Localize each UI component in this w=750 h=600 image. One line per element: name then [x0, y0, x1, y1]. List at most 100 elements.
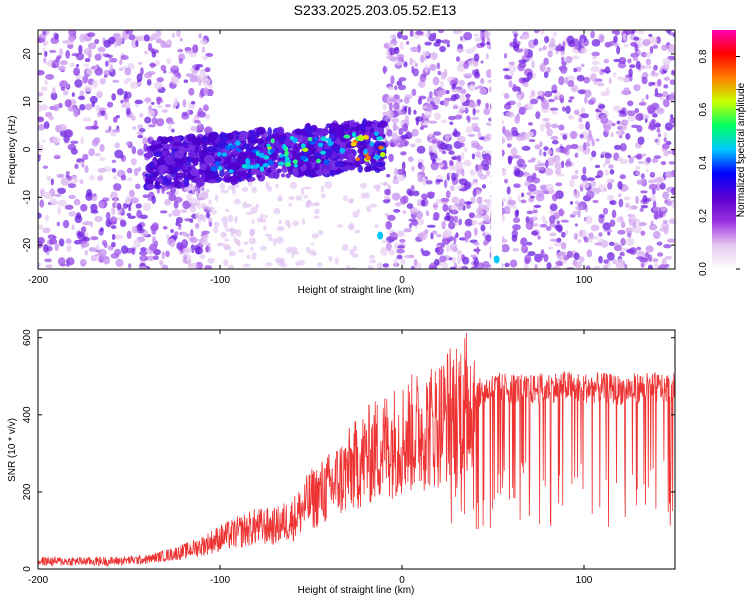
- heatmap-cell: [195, 63, 204, 68]
- heatmap-cell: [510, 147, 518, 157]
- heatmap-cell: [126, 106, 131, 116]
- heatmap-cell: [160, 178, 172, 186]
- heatmap-cell: [662, 91, 669, 98]
- heatmap-cell: [45, 61, 51, 66]
- snr-y-tick-label: 200: [22, 483, 33, 500]
- heatmap-cell: [43, 191, 52, 200]
- heatmap-cell: [389, 34, 396, 40]
- heatmap-cell: [67, 182, 77, 189]
- heatmap-cell: [555, 260, 563, 267]
- heatmap-cell: [165, 250, 170, 258]
- heatmap-cell: [401, 119, 410, 124]
- heatmap-cell: [276, 168, 282, 174]
- heatmap-cell: [636, 250, 645, 258]
- heatmap-cell: [320, 185, 325, 194]
- heatmap-cell: [603, 69, 612, 73]
- heatmap-cell: [413, 109, 417, 115]
- heatmap-cell: [458, 79, 466, 87]
- heatmap-cell: [128, 205, 132, 212]
- heatmap-cell: [363, 149, 368, 155]
- heatmap-cell: [115, 258, 124, 268]
- heatmap-cell: [137, 134, 144, 139]
- heatmap-cell: [652, 200, 657, 208]
- heatmap-cell: [108, 125, 112, 132]
- heatmap-cell: [347, 224, 354, 230]
- heatmap-cell: [511, 234, 518, 242]
- heatmap-cell: [602, 207, 609, 215]
- heatmap-cell: [84, 165, 89, 174]
- heatmap-cell: [343, 195, 348, 202]
- heatmap-cell: [455, 30, 464, 35]
- heatmap-cell: [551, 123, 559, 129]
- heatmap-cell: [232, 228, 238, 234]
- heatmap-cell: [154, 180, 160, 188]
- heatmap-cell: [366, 205, 372, 213]
- heatmap-cell: [573, 190, 581, 199]
- heatmap-cell: [464, 75, 472, 79]
- heatmap-cell: [367, 265, 374, 269]
- heatmap-cell: [136, 131, 144, 135]
- heatmap-cell: [227, 264, 235, 269]
- heatmap-cell: [560, 56, 565, 63]
- heatmap-cell: [95, 105, 101, 112]
- heatmap-cell: [74, 177, 78, 183]
- heatmap-cell: [95, 244, 100, 251]
- heatmap-cell: [350, 126, 360, 131]
- heatmap-cell: [190, 229, 194, 237]
- heatmap-cell: [94, 153, 101, 157]
- heatmap-cell: [558, 43, 562, 52]
- heatmap-cell: [580, 47, 588, 54]
- heatmap-cell: [592, 199, 599, 204]
- heatmap-cell: [375, 185, 381, 192]
- heatmap-cell: [377, 231, 384, 240]
- heatmap-cell: [593, 265, 601, 269]
- heatmap-cell: [623, 196, 631, 201]
- heatmap-cell: [215, 160, 221, 167]
- heatmap-cell: [456, 48, 465, 53]
- heatmap-cell: [543, 253, 549, 263]
- heatmap-cell: [274, 257, 283, 263]
- heatmap-cell: [604, 169, 609, 176]
- heatmap-cell: [342, 137, 349, 143]
- heatmap-cell: [143, 34, 150, 42]
- heatmap-cell: [605, 157, 611, 165]
- heatmap-cell: [38, 236, 46, 244]
- heatmap-cell: [551, 140, 559, 145]
- heatmap-cell: [199, 163, 208, 171]
- heatmap-cell: [267, 172, 277, 179]
- heatmap-cell: [64, 83, 70, 89]
- heatmap-cell: [273, 207, 281, 215]
- heatmap-cell: [435, 38, 441, 44]
- heatmap-cell: [443, 215, 451, 222]
- heatmap-cell: [213, 226, 219, 234]
- heatmap-cell: [571, 55, 580, 60]
- heatmap-cell: [661, 222, 669, 227]
- heatmap-cell: [574, 169, 579, 175]
- heatmap-cell: [78, 161, 85, 165]
- heatmap-cell: [476, 85, 483, 89]
- heatmap-cell: [540, 123, 545, 132]
- heatmap-cell: [106, 101, 114, 108]
- heatmap-cell: [303, 186, 312, 190]
- heatmap-cell: [464, 218, 473, 227]
- heatmap-cell: [531, 60, 535, 69]
- heatmap-cell: [276, 225, 285, 232]
- heatmap-cell: [264, 214, 268, 219]
- heatmap-cell: [410, 265, 415, 269]
- heatmap-cell: [630, 205, 638, 209]
- heatmap-cell: [91, 79, 98, 89]
- heatmap-cell: [78, 44, 83, 54]
- heatmap-cell: [589, 156, 593, 161]
- heatmap-cell: [165, 234, 170, 239]
- heatmap-cell: [88, 247, 97, 252]
- heatmap-cell: [609, 219, 616, 227]
- heatmap-cell: [439, 255, 447, 263]
- heatmap-cell: [514, 209, 519, 218]
- heatmap-cell: [664, 171, 674, 179]
- heatmap-cell: [530, 157, 536, 161]
- heatmap-cell: [409, 143, 416, 148]
- heatmap-cell: [603, 124, 612, 131]
- heatmap-cell: [424, 64, 429, 73]
- heatmap-cell: [672, 123, 675, 128]
- heatmap-cell: [193, 119, 201, 124]
